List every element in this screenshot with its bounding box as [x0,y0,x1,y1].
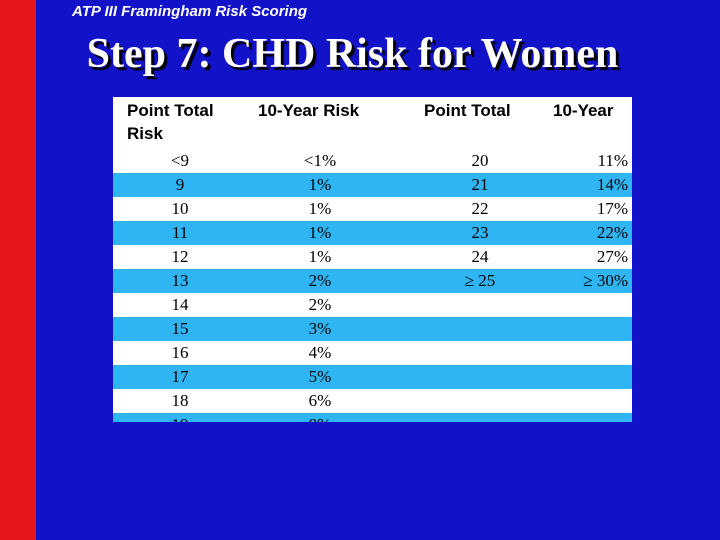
table-row: 15 3% [113,317,632,341]
table-cell: 1% [308,175,332,194]
table-cell: 22% [596,223,628,242]
table-cell: 2% [308,271,332,290]
table-row: 11 1% 23 22% [113,221,632,245]
table-row: 13 2% ≥ 25 ≥ 30% [113,269,632,293]
table-cell: <1% [303,151,337,170]
table-cell: 15 [171,319,189,338]
table-cell: 11% [597,151,628,170]
table-cell: 6% [308,391,332,410]
table-row: 14 2% [113,293,632,317]
table: Point Total 10-Year Risk Point Total 10-Yea… [113,97,632,422]
table-cell: 13 [171,271,189,290]
table-cell: 18 [171,391,189,410]
title: Step 7: CHD Risk for Women [86,31,619,77]
table-cell: 16 [171,343,189,362]
table-cell: 23 [471,223,489,242]
table-cell: ≥ 25 [464,271,496,290]
table-cell: 22 [471,199,489,218]
table-cell: 5% [308,367,332,386]
table-cell: 4% [308,343,332,362]
subtitle: ATP III Framingham Risk Scoring [72,3,308,20]
table-cell: 19 [140,415,220,422]
table-cell: 24 [471,247,489,266]
column-header: 10-Year Risk [258,101,360,120]
table-cell: 3% [308,319,332,338]
column-header: Point Total [424,101,511,120]
table-cell: 10 [171,199,189,218]
table-cell: 27% [596,247,628,266]
table-cell: 1% [308,247,332,266]
table-cell: 14% [596,175,628,194]
column-header: Point Total [127,101,214,120]
table-cell: 12 [171,247,189,266]
table-row: <9 <1% 20 11% [113,149,632,173]
table-cell: 17% [596,199,628,218]
table-cell: ≥ 30% [583,271,628,290]
table-cell: 1% [308,223,332,242]
column-header: 10-Year [553,101,614,120]
side-strip [0,0,36,540]
table-cell: 2% [308,295,332,314]
table-row: 16 4% [113,341,632,365]
table-cell: 17 [171,367,189,386]
table-cell: 20 [471,151,489,170]
table-cell: 14 [171,295,189,314]
table-cell: 1% [308,199,332,218]
table-row: 9 1% 21 14% [113,173,632,197]
table-row: 19 8% [113,413,632,422]
table-cell: 8% [280,415,360,422]
table-cell: <9 [170,151,190,170]
table-row: 10 1% 22 17% [113,197,632,221]
table-cell: 9 [175,175,185,194]
table-cell: 21 [471,175,489,194]
table-row: 18 6% [113,389,632,413]
table-row: 12 1% 24 27% [113,245,632,269]
column-header: Risk [127,124,163,143]
table-row: 17 5% [113,365,632,389]
table-cell: 11 [171,223,189,242]
